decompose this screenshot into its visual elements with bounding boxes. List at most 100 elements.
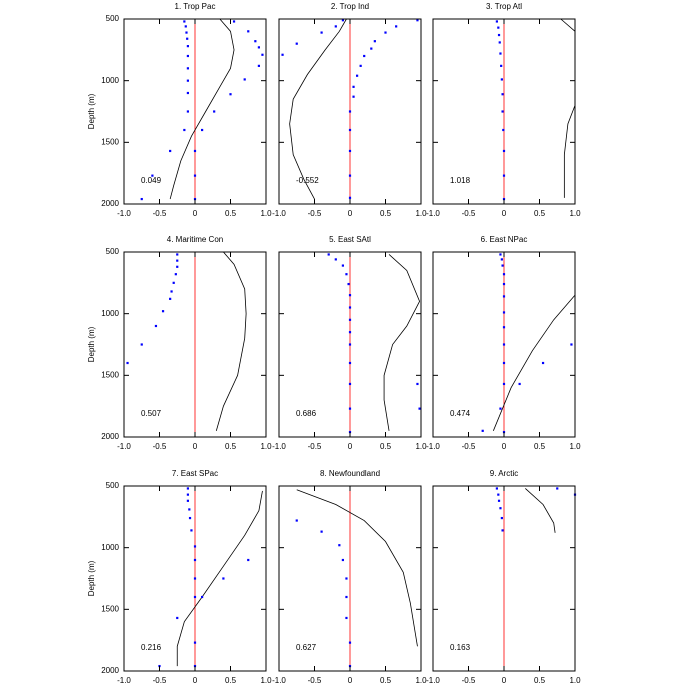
profile-line bbox=[560, 18, 576, 198]
point bbox=[347, 282, 350, 286]
point bbox=[176, 616, 179, 620]
x-tick-label: -0.5 bbox=[308, 442, 322, 451]
x-tick-label: -1.0 bbox=[272, 676, 286, 685]
x-tick-label: -1.0 bbox=[426, 442, 440, 451]
x-tick-label: 0.5 bbox=[534, 442, 546, 451]
panel-title: 8. Newfoundland bbox=[320, 469, 380, 478]
point bbox=[348, 110, 352, 113]
point bbox=[193, 577, 197, 580]
point bbox=[186, 499, 189, 502]
point bbox=[172, 281, 175, 284]
x-tick-label: 1.0 bbox=[260, 209, 272, 218]
x-tick-label: -1.0 bbox=[426, 676, 440, 685]
point bbox=[243, 78, 246, 81]
point bbox=[348, 641, 352, 644]
y-tick-label: 1500 bbox=[101, 604, 119, 613]
y-tick-label: 1000 bbox=[101, 309, 119, 318]
y-tick-label: 1000 bbox=[101, 543, 119, 552]
point bbox=[502, 295, 506, 298]
y-tick-label: 2000 bbox=[101, 666, 119, 675]
point bbox=[186, 37, 189, 40]
x-tick-label: -0.5 bbox=[462, 676, 476, 685]
point bbox=[183, 128, 186, 132]
point bbox=[169, 297, 172, 300]
point bbox=[541, 361, 545, 365]
x-tick-label: 1.0 bbox=[415, 442, 427, 451]
profile-line bbox=[296, 489, 418, 647]
point bbox=[341, 264, 344, 267]
point bbox=[295, 519, 298, 522]
point bbox=[500, 78, 503, 81]
point bbox=[126, 361, 129, 365]
x-tick-label: 1.0 bbox=[569, 442, 581, 451]
point bbox=[499, 253, 502, 256]
point bbox=[499, 52, 502, 55]
point bbox=[418, 407, 421, 410]
point bbox=[345, 273, 348, 276]
annotation: 1.018 bbox=[450, 176, 471, 185]
x-tick-label: 1.0 bbox=[415, 676, 427, 685]
point bbox=[502, 361, 506, 365]
point bbox=[193, 595, 197, 599]
x-tick-label: 1.0 bbox=[415, 209, 427, 218]
point bbox=[502, 343, 506, 346]
x-tick-label: 0.5 bbox=[380, 209, 392, 218]
point bbox=[186, 45, 189, 48]
panel-title: 1. Trop Pac bbox=[175, 2, 216, 11]
point bbox=[348, 128, 352, 132]
x-tick-label: -0.5 bbox=[308, 676, 322, 685]
point bbox=[501, 93, 504, 96]
point bbox=[261, 53, 264, 56]
point bbox=[186, 91, 189, 95]
panel-title: 6. East NPac bbox=[481, 235, 528, 244]
profile-line bbox=[492, 294, 576, 431]
x-tick-label: -1.0 bbox=[272, 442, 286, 451]
point bbox=[356, 74, 359, 77]
x-tick-label: 0 bbox=[193, 442, 198, 451]
panel-title: 3. Trop Atl bbox=[486, 2, 522, 11]
point bbox=[176, 265, 179, 268]
point bbox=[348, 149, 352, 153]
x-tick-label: 0 bbox=[348, 442, 353, 451]
point bbox=[334, 258, 337, 261]
point bbox=[499, 507, 502, 510]
point bbox=[373, 40, 376, 43]
point bbox=[186, 493, 189, 496]
point bbox=[341, 558, 344, 562]
x-tick-label: 1.0 bbox=[260, 442, 272, 451]
x-tick-label: 0 bbox=[348, 209, 353, 218]
point bbox=[334, 25, 337, 28]
point bbox=[497, 26, 500, 29]
point bbox=[501, 529, 504, 532]
x-tick-label: 0 bbox=[193, 209, 198, 218]
point bbox=[201, 128, 204, 132]
point bbox=[348, 174, 352, 177]
point bbox=[193, 174, 197, 177]
panel-title: 5. East SAtl bbox=[329, 235, 371, 244]
point bbox=[416, 19, 419, 22]
point bbox=[348, 343, 352, 346]
annotation: 0.163 bbox=[450, 643, 471, 652]
point bbox=[295, 42, 298, 45]
point bbox=[348, 294, 352, 297]
point bbox=[502, 282, 506, 286]
x-tick-label: 0.5 bbox=[225, 676, 237, 685]
point bbox=[348, 361, 352, 365]
point bbox=[481, 429, 484, 432]
point bbox=[229, 93, 232, 96]
annotation: -0.552 bbox=[296, 176, 319, 185]
y-tick-label: 1500 bbox=[101, 370, 119, 379]
point bbox=[499, 407, 502, 410]
y-tick-label: 500 bbox=[106, 14, 120, 23]
point bbox=[176, 259, 179, 262]
point bbox=[193, 545, 197, 548]
point bbox=[254, 40, 257, 43]
x-tick-label: 0.5 bbox=[380, 442, 392, 451]
point bbox=[188, 508, 191, 511]
point bbox=[501, 110, 504, 113]
x-tick-label: -1.0 bbox=[117, 442, 131, 451]
x-tick-label: 0.5 bbox=[225, 209, 237, 218]
point bbox=[140, 343, 143, 346]
point bbox=[257, 46, 260, 49]
